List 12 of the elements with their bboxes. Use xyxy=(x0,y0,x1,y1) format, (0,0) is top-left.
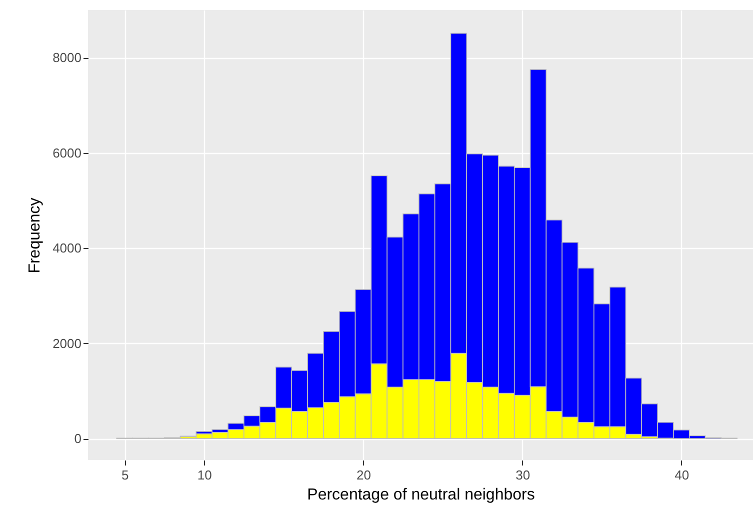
y-tick-label: 8000 xyxy=(52,50,82,66)
x-tick-label: 10 xyxy=(197,468,212,482)
y-axis-title: Frequency xyxy=(26,198,44,274)
y-tick-label: 6000 xyxy=(52,145,82,160)
x-tick-label: 30 xyxy=(516,468,530,482)
x-axis-title: Percentage of neutral neighbors xyxy=(307,486,535,504)
y-tick-label: 4000 xyxy=(52,240,82,256)
y-tick-label: 2000 xyxy=(52,336,82,351)
x-tick-label: 5 xyxy=(121,468,129,482)
y-tick-label: 0 xyxy=(74,431,82,446)
x-tick-label: 20 xyxy=(356,468,371,482)
x-tick-label: 40 xyxy=(674,468,690,482)
